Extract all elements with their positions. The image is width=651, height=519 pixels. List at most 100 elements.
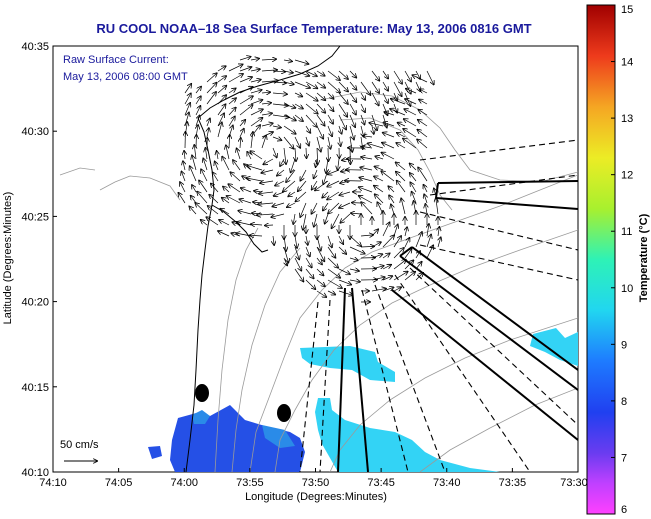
current-vector [223, 187, 230, 193]
current-vector [217, 76, 226, 83]
current-vector [391, 205, 394, 215]
radar-sites [195, 384, 291, 422]
current-vector [239, 96, 253, 105]
current-vector [273, 202, 285, 207]
current-vector [393, 70, 402, 84]
current-vector [325, 213, 328, 224]
current-vector [361, 157, 373, 159]
current-vector [338, 290, 352, 295]
y-tick-label: 40:30 [21, 126, 49, 138]
current-vector [438, 237, 441, 248]
current-vector [207, 128, 209, 138]
current-vector [371, 289, 386, 292]
current-vector [418, 120, 428, 127]
current-vector [283, 246, 288, 262]
current-vector [327, 291, 335, 295]
current-vector [327, 92, 334, 99]
current-vector [261, 123, 273, 126]
current-vector [327, 235, 332, 247]
current-vector [338, 81, 348, 91]
plot-frame [52, 45, 579, 473]
current-vector [426, 245, 433, 259]
current-vector [217, 104, 226, 116]
current-vector [375, 156, 384, 159]
colorbar-tick-label: 10 [621, 283, 633, 295]
current-vector [316, 246, 324, 261]
current-vector [273, 235, 274, 245]
current-vector [239, 57, 251, 61]
radar-site-1 [195, 384, 209, 402]
current-vector [403, 129, 417, 138]
current-vector [316, 158, 317, 167]
current-vector [261, 103, 271, 104]
current-vector [206, 83, 217, 94]
current-vector [305, 92, 318, 101]
current-vector [415, 251, 420, 259]
current-vector [240, 138, 241, 149]
colorbar-tick-label: 8 [621, 396, 627, 408]
current-vector [317, 147, 318, 164]
current-vector [239, 77, 252, 83]
current-vector [192, 185, 197, 193]
current-vector [323, 202, 329, 210]
current-vector [288, 191, 296, 196]
current-vector [230, 172, 241, 182]
current-vector [274, 191, 285, 196]
current-vector [283, 114, 296, 120]
current-vector [284, 147, 286, 164]
current-vector [413, 75, 428, 83]
current-vector [372, 125, 374, 134]
current-vector [384, 122, 395, 127]
current-vector [206, 217, 219, 226]
x-tick-label: 73:40 [433, 477, 461, 489]
current-vector [284, 235, 286, 251]
current-vector [360, 235, 373, 236]
current-vector [228, 89, 236, 94]
current-vector [295, 235, 297, 248]
current-vector [261, 81, 278, 82]
current-vector [275, 180, 285, 186]
transects-solid [337, 180, 578, 472]
current-vector [306, 147, 307, 158]
current-vector [418, 168, 428, 182]
current-vector [415, 70, 420, 79]
current-vector [291, 158, 296, 172]
current-vector [283, 82, 294, 84]
x-tick-label: 73:30 [560, 477, 588, 489]
current-vector [362, 147, 373, 149]
current-vector [213, 173, 219, 182]
current-vector [217, 151, 218, 160]
current-vector [339, 125, 342, 134]
current-vector [263, 158, 274, 164]
current-vector [280, 158, 285, 166]
current-vector [305, 279, 315, 289]
current-vector [189, 207, 197, 215]
current-vector [250, 90, 262, 93]
current-vector [391, 99, 406, 105]
current-vector [314, 213, 318, 227]
current-vector [203, 159, 208, 171]
current-vector [250, 59, 259, 61]
current-vector [240, 199, 252, 204]
current-vector [206, 92, 216, 105]
current-vector [250, 100, 262, 105]
current-vector [415, 232, 422, 248]
current-vector [316, 257, 322, 264]
current-vector [316, 92, 325, 100]
current-vector [237, 222, 252, 226]
current-vector [271, 213, 285, 217]
current-vector [294, 136, 300, 148]
current-vector [305, 81, 317, 88]
current-vector [382, 70, 388, 78]
current-vector [295, 147, 296, 161]
current-vector [261, 70, 277, 71]
current-vector [272, 104, 288, 106]
current-vector [327, 70, 340, 80]
current-vector [272, 147, 277, 157]
current-vector [294, 257, 301, 271]
current-vector [410, 164, 417, 171]
current-vector [393, 236, 401, 248]
current-vector [294, 114, 303, 121]
x-tick-label: 74:10 [39, 477, 67, 489]
